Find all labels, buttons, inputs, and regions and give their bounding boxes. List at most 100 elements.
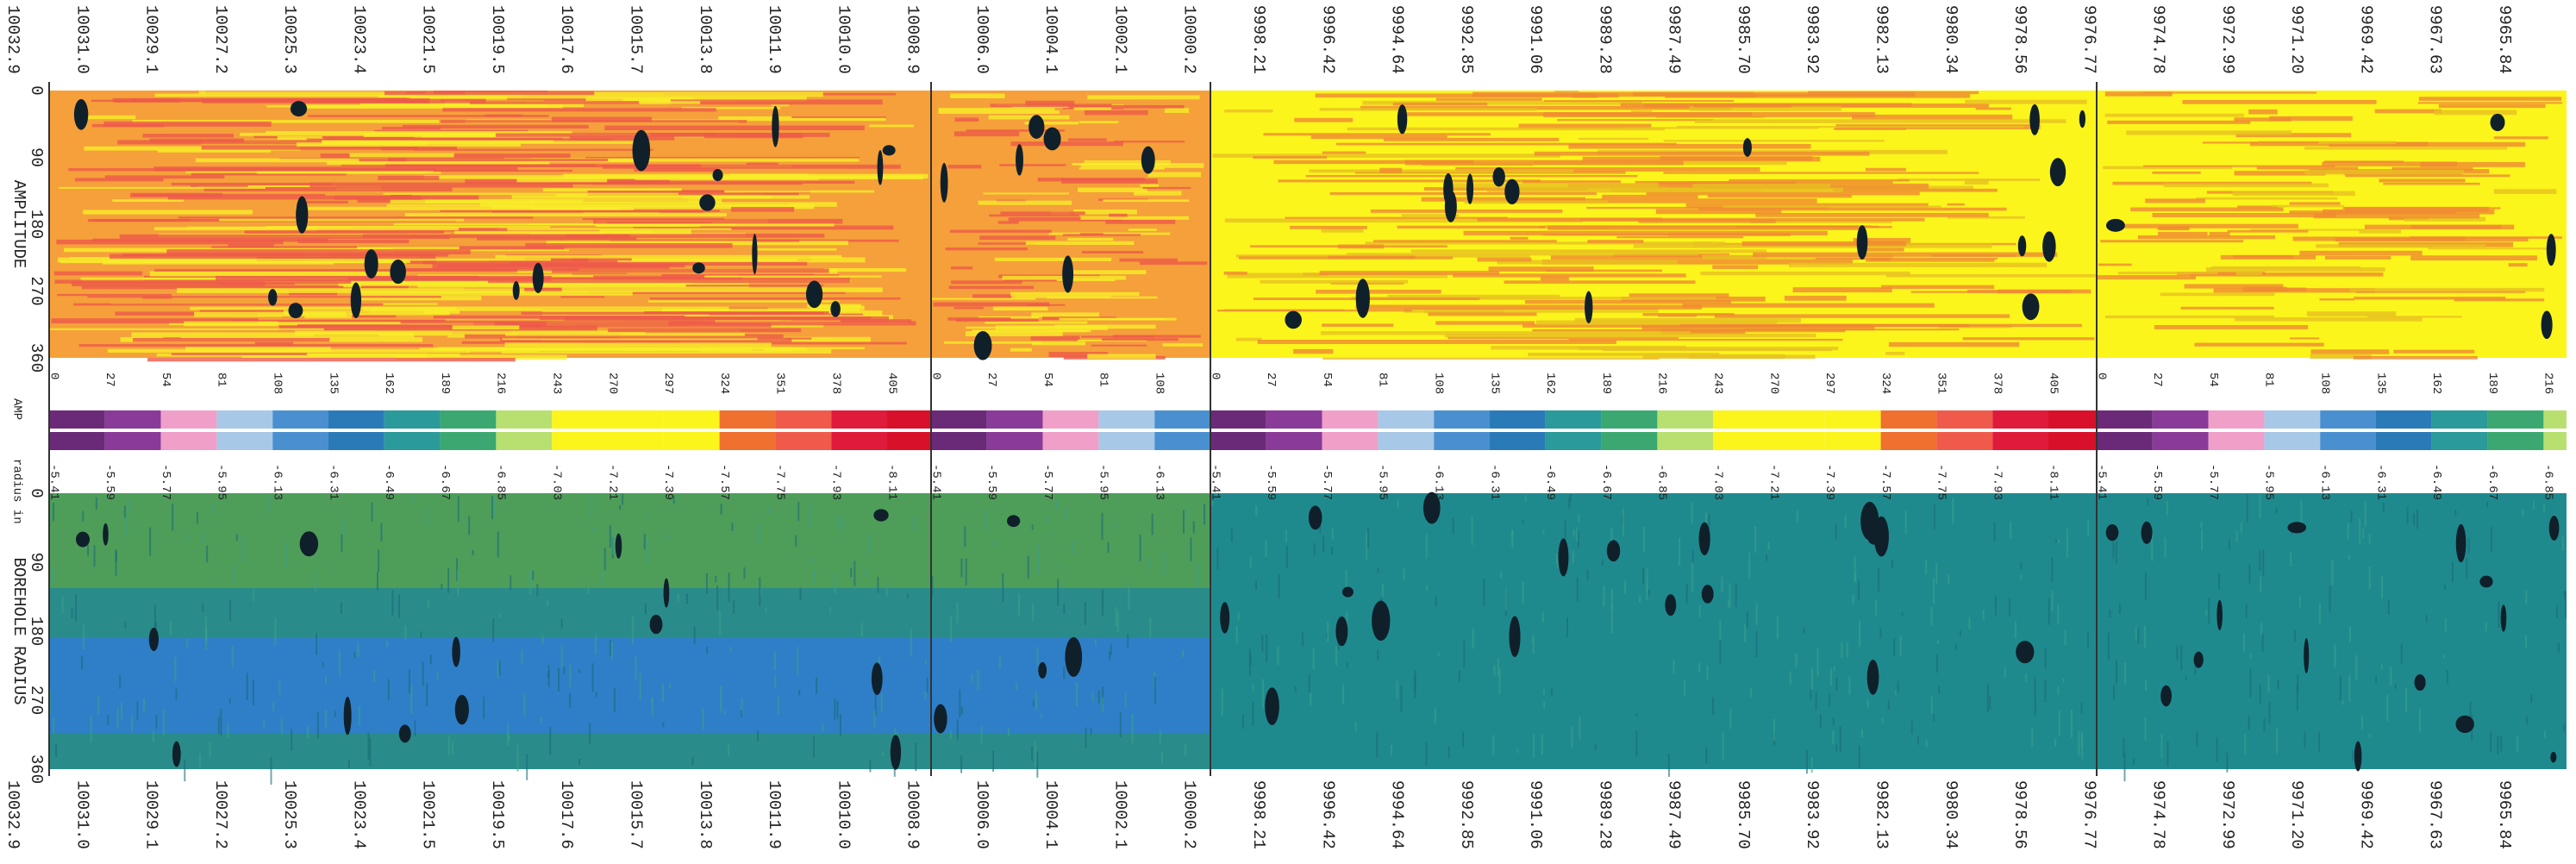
texture: [1543, 112, 1875, 117]
texture: [1833, 188, 1998, 192]
texture: [2180, 644, 2183, 671]
texture: [1449, 183, 1659, 189]
feature: [2016, 641, 2035, 664]
texture: [83, 624, 85, 650]
texture: [1792, 287, 1892, 293]
texture: [233, 564, 235, 584]
texture: [495, 132, 830, 137]
texture: [610, 642, 613, 660]
color-bar: [1769, 432, 1825, 450]
texture: [729, 647, 732, 651]
texture: [1578, 514, 1580, 522]
texture: [516, 744, 519, 772]
texture: [1293, 348, 1334, 354]
texture: [1815, 257, 1998, 260]
texture: [1557, 119, 1714, 122]
texture: [1610, 605, 1613, 635]
texture: [1085, 727, 1087, 748]
color-bar: [931, 410, 987, 429]
texture: [2319, 298, 2354, 301]
texture: [1767, 542, 1770, 549]
texture: [142, 134, 234, 138]
texture: [82, 510, 84, 522]
texture: [797, 502, 800, 522]
color-bar: [2543, 432, 2567, 450]
texture: [1248, 648, 1251, 676]
depth-label-top: 9965.84: [2495, 5, 2514, 74]
texture: [1391, 744, 1393, 755]
feature: [1856, 225, 1868, 260]
amp-scale-tick: 54: [2206, 373, 2220, 387]
texture: [2306, 311, 2397, 316]
texture: [1610, 588, 1613, 610]
texture: [1719, 639, 1722, 665]
angle-label: 0: [27, 488, 46, 498]
radius-scale-tick: -5.59: [1264, 464, 1278, 500]
texture: [2235, 530, 2238, 542]
texture: [359, 291, 633, 296]
texture: [2375, 676, 2378, 684]
texture: [205, 627, 208, 650]
feature: [2455, 523, 2467, 563]
texture: [233, 319, 537, 323]
texture: [153, 604, 156, 634]
texture: [1667, 233, 1791, 236]
texture: [1294, 686, 1297, 692]
texture: [608, 328, 802, 333]
texture: [2260, 623, 2263, 635]
texture: [1253, 155, 1328, 159]
texture: [1452, 517, 1454, 535]
texture: [1518, 123, 1652, 129]
texture: [924, 691, 927, 699]
texture: [1010, 347, 1032, 352]
texture: [588, 257, 866, 263]
texture: [1377, 649, 1379, 661]
feature: [1016, 144, 1023, 176]
texture: [327, 161, 550, 166]
texture: [746, 162, 778, 166]
texture: [2418, 709, 2421, 733]
texture: [765, 608, 767, 613]
texture: [2107, 120, 2251, 124]
texture: [343, 519, 346, 535]
texture: [378, 94, 418, 98]
texture: [2354, 297, 2506, 300]
texture: [1278, 574, 1280, 599]
amp-scale-tick: 405: [2046, 373, 2060, 394]
texture: [552, 268, 829, 273]
texture: [130, 192, 222, 197]
angle-label: 180: [27, 210, 46, 239]
angle-label: 0: [27, 85, 46, 95]
texture: [994, 257, 1112, 261]
texture: [2469, 701, 2472, 725]
amp-scale-tick: 81: [1376, 373, 1390, 387]
texture: [1331, 528, 1334, 541]
texture: [203, 187, 453, 191]
texture: [840, 319, 912, 323]
amp-scale-tick: 297: [1823, 373, 1836, 394]
texture: [1373, 240, 1557, 243]
texture: [799, 587, 802, 601]
texture: [1691, 550, 1694, 563]
texture: [985, 321, 1088, 324]
texture: [1421, 197, 1585, 202]
texture: [1925, 560, 1928, 575]
texture: [1224, 218, 1583, 223]
texture: [947, 165, 982, 169]
feature: [1141, 146, 1155, 174]
radius-scale-tick: -5.77: [1320, 464, 1334, 500]
color-bar: [986, 432, 1043, 450]
depth-label-bottom: 9965.84: [2495, 780, 2514, 849]
texture: [2267, 674, 2270, 692]
texture: [1888, 341, 2020, 347]
texture: [729, 173, 809, 179]
text-layer: 0 27 54 81 108 135 162 189 216 243 270 297 324 351 378…: [3, 5, 2555, 849]
texture: [1087, 354, 1156, 360]
texture: [1094, 639, 1097, 646]
angle-label: 270: [27, 276, 46, 305]
texture: [1262, 679, 1265, 709]
texture: [716, 585, 719, 610]
texture: [2196, 197, 2338, 200]
texture: [2031, 729, 2034, 747]
feature: [2216, 599, 2223, 630]
